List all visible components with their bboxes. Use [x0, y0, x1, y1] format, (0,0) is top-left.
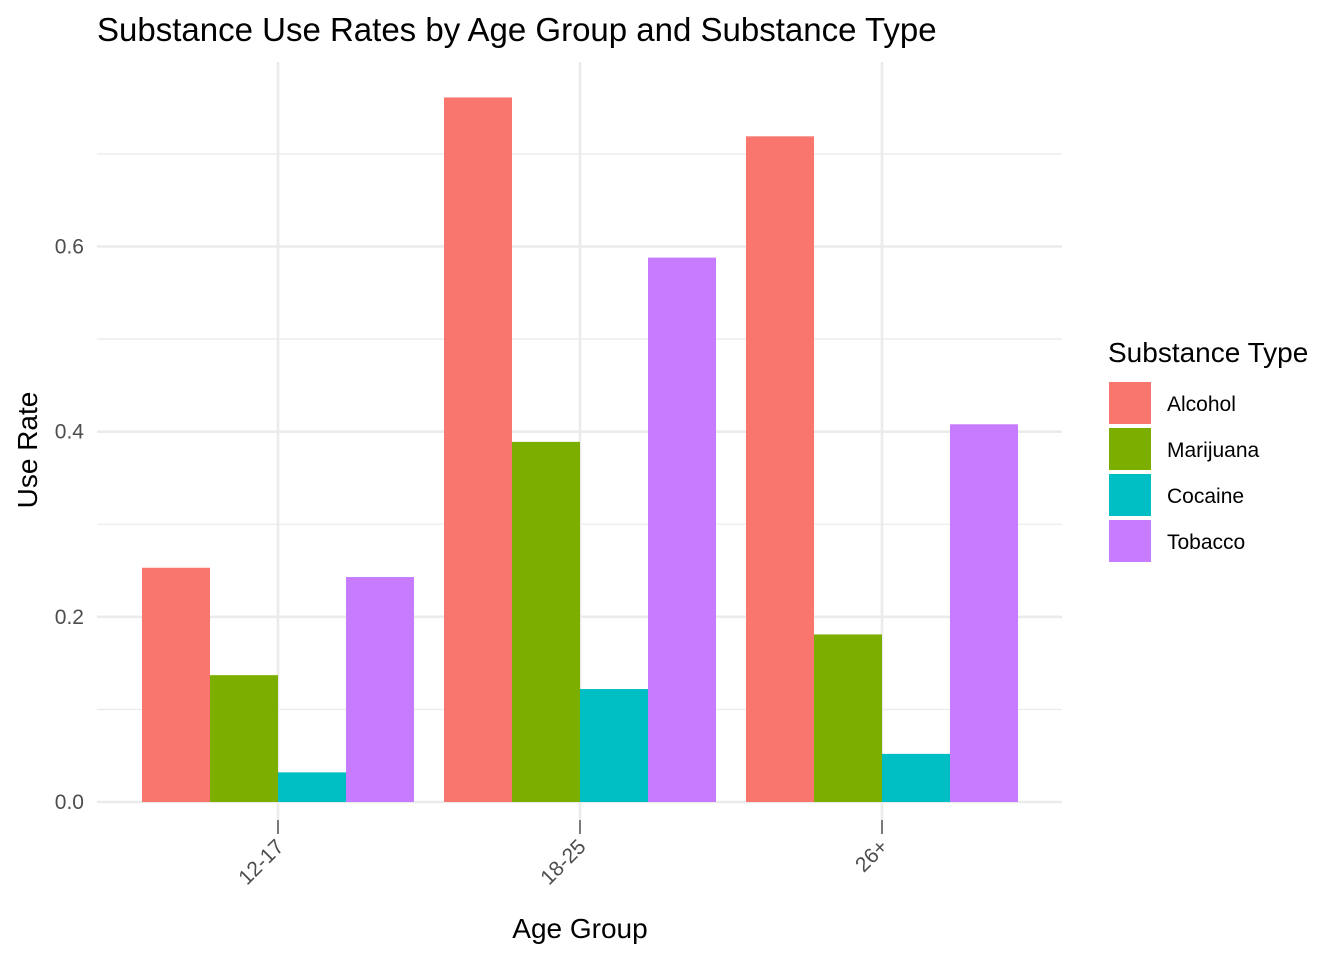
x-tick-label: 26+ — [851, 835, 892, 876]
legend: Substance Type Alcohol Marijuana Cocaine To… — [1108, 337, 1308, 562]
legend-key-tobacco — [1109, 520, 1151, 562]
bars — [142, 97, 1018, 803]
y-tick-label: 0.0 — [55, 791, 84, 814]
legend-label-marijuana: Marijuana — [1167, 439, 1260, 462]
legend-key-marijuana — [1109, 428, 1151, 470]
x-axis-ticks: 12-17 18-25 26+ — [234, 820, 893, 890]
y-tick-label: 0.4 — [55, 421, 85, 444]
y-tick-label: 0.6 — [55, 236, 84, 259]
bar-tobacco-26+ — [950, 424, 1018, 802]
legend-key-cocaine — [1109, 474, 1151, 516]
x-tick-label: 12-17 — [234, 835, 288, 889]
bar-cocaine-26+ — [882, 753, 950, 802]
legend-label-alcohol: Alcohol — [1167, 393, 1236, 416]
bar-cocaine-12-17 — [278, 772, 346, 802]
chart-title: Substance Use Rates by Age Group and Sub… — [97, 11, 937, 48]
y-tick-label: 0.2 — [55, 606, 84, 629]
bar-tobacco-12-17 — [346, 577, 414, 802]
bar-marijuana-18-25 — [512, 441, 580, 802]
legend-label-tobacco: Tobacco — [1167, 531, 1245, 554]
bar-alcohol-26+ — [746, 136, 814, 802]
y-axis-title: Use Rate — [12, 392, 43, 509]
legend-label-cocaine: Cocaine — [1167, 485, 1244, 508]
bar-marijuana-26+ — [814, 634, 882, 802]
bar-alcohol-18-25 — [444, 97, 512, 803]
bar-marijuana-12-17 — [210, 675, 278, 802]
bar-cocaine-18-25 — [580, 689, 648, 802]
bar-tobacco-18-25 — [648, 257, 716, 803]
bar-alcohol-12-17 — [142, 567, 210, 802]
x-tick-label: 18-25 — [536, 835, 590, 889]
x-axis-title: Age Group — [512, 913, 647, 944]
legend-key-alcohol — [1109, 382, 1151, 424]
y-axis-ticks: 0.0 0.2 0.4 0.6 — [55, 236, 85, 814]
legend-title: Substance Type — [1108, 337, 1308, 368]
